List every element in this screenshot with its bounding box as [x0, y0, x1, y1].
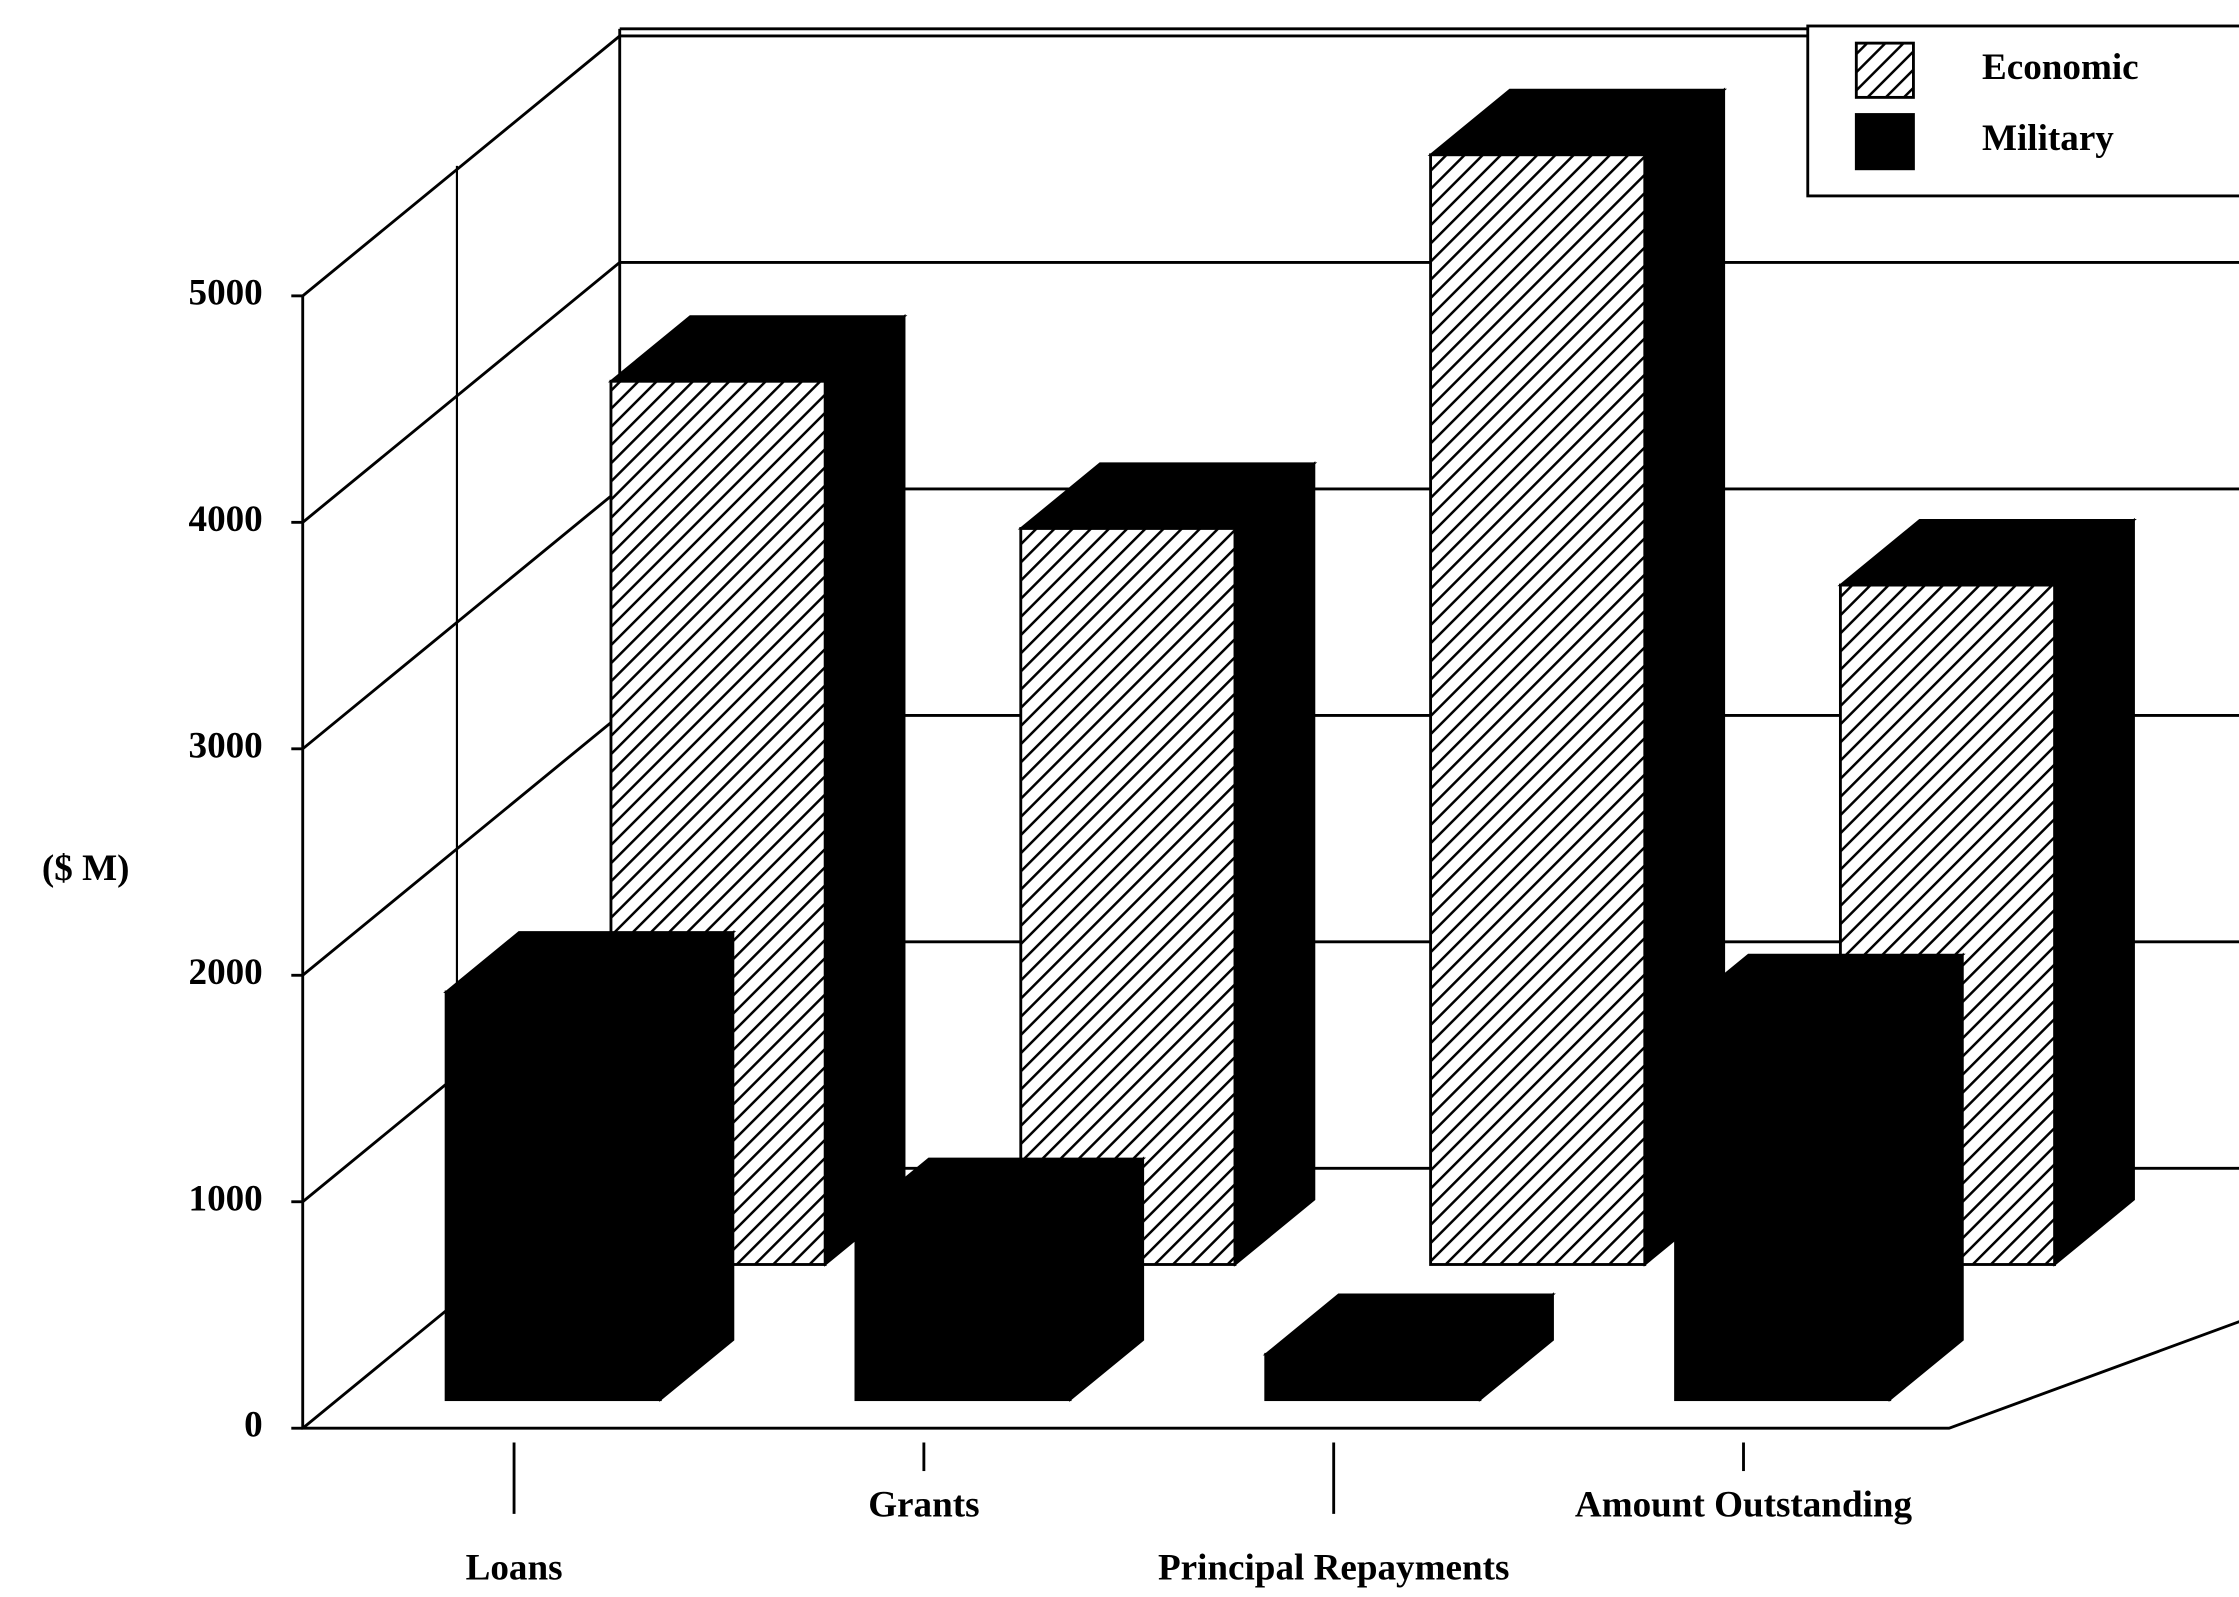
bar — [1429, 153, 1647, 1266]
x-tick-label: Loans — [466, 1548, 563, 1589]
y-tick-label: 1000 — [189, 1178, 263, 1219]
x-tick-label: Amount Outstanding — [1575, 1485, 1913, 1526]
bar-side — [659, 929, 735, 1402]
legend-label: Economic — [1982, 47, 2139, 88]
grid-line — [301, 34, 2239, 297]
bar-side — [824, 314, 906, 1267]
y-tick-label: 2000 — [189, 952, 263, 993]
bar — [1674, 1013, 1892, 1402]
bar-side — [1888, 952, 1964, 1402]
bar — [1264, 1352, 1482, 1402]
legend-swatch — [1854, 41, 1915, 99]
y-tick-label: 5000 — [189, 272, 263, 313]
legend-label: Military — [1982, 118, 2114, 159]
bar — [444, 990, 662, 1402]
bar-side — [2053, 517, 2135, 1267]
bar — [854, 1217, 1072, 1402]
wall-edge — [301, 295, 2239, 1430]
y-tick-label: 3000 — [189, 725, 263, 766]
legend-swatch — [1854, 113, 1915, 171]
bar-side — [1233, 461, 1316, 1267]
x-tick-label: Grants — [868, 1485, 979, 1526]
y-tick-label: 4000 — [189, 499, 263, 540]
y-axis-label: ($ M) — [42, 848, 130, 889]
x-tick-label: Principal Repayments — [1158, 1548, 1510, 1589]
bar — [1019, 527, 1237, 1266]
y-tick-label: 0 — [244, 1405, 263, 1446]
